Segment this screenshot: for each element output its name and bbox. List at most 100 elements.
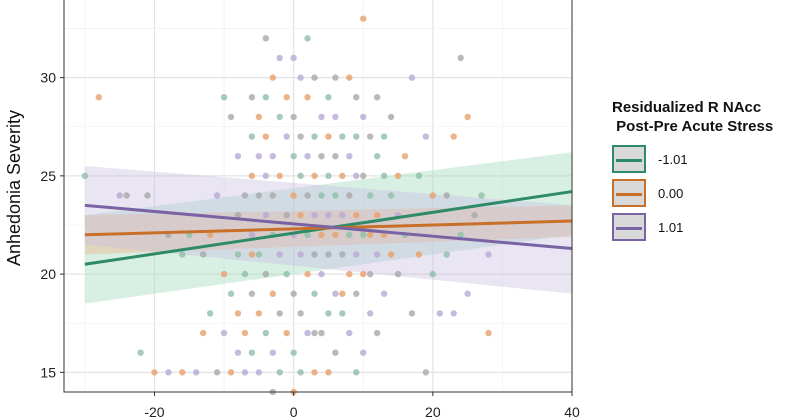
data-point	[95, 94, 102, 101]
data-point	[387, 113, 395, 121]
data-point	[457, 54, 464, 62]
data-point	[360, 270, 367, 278]
data-point	[283, 270, 290, 278]
data-point	[255, 113, 263, 121]
data-point	[485, 251, 492, 258]
y-tick-label: 15	[40, 364, 56, 380]
data-point	[339, 172, 346, 180]
data-point	[283, 133, 290, 140]
data-point	[339, 133, 346, 140]
data-point	[304, 35, 311, 42]
data-point	[248, 231, 256, 238]
data-point	[262, 172, 270, 180]
data-point	[373, 211, 381, 219]
data-point	[304, 94, 311, 101]
data-point	[422, 369, 430, 376]
data-point	[380, 133, 388, 140]
data-point	[283, 211, 290, 219]
data-point	[234, 251, 242, 258]
data-point	[311, 290, 318, 297]
data-point	[387, 251, 395, 258]
y-axis-label: Anhedonia Severity	[4, 110, 24, 266]
data-point	[241, 192, 249, 199]
data-point	[408, 310, 416, 317]
confidence-band-2	[84, 166, 572, 294]
data-point	[165, 369, 172, 376]
data-point	[116, 192, 123, 199]
x-tick-label: 40	[564, 404, 580, 419]
data-point	[290, 349, 297, 356]
data-point	[255, 192, 263, 199]
data-point	[276, 54, 283, 62]
data-point	[290, 290, 297, 297]
data-point	[234, 310, 242, 317]
data-point	[373, 94, 381, 101]
data-point	[144, 192, 151, 199]
data-point	[151, 369, 158, 376]
data-point	[269, 153, 276, 160]
legend-label-pos: 1.01	[658, 219, 684, 235]
data-point	[241, 270, 249, 278]
data-point	[311, 133, 318, 140]
data-point	[318, 270, 325, 278]
data-point	[81, 172, 89, 180]
data-point	[220, 329, 228, 337]
data-point	[394, 172, 402, 180]
data-point	[304, 192, 311, 199]
data-point	[429, 192, 437, 199]
data-point	[325, 211, 332, 219]
data-point	[318, 153, 325, 160]
data-point	[325, 251, 332, 258]
data-point	[339, 310, 346, 317]
data-point	[360, 172, 367, 180]
data-point	[297, 74, 304, 81]
legend-item-neg: -1.01	[612, 142, 773, 176]
data-point	[429, 270, 437, 278]
y-tick-label: 25	[40, 168, 56, 184]
y-tick-label: 30	[40, 70, 56, 86]
data-point	[255, 251, 263, 258]
data-point	[262, 133, 270, 140]
data-point	[353, 172, 360, 180]
data-point	[304, 270, 311, 278]
x-tick-label: -20	[144, 404, 164, 419]
legend-key-pos	[612, 213, 646, 241]
legend-title: Residualized R NAcc Post-Pre Acute Stres…	[612, 99, 774, 135]
axes: 15 20 25 30 -20 0 20 40	[40, 70, 580, 419]
data-point	[297, 133, 304, 140]
data-point	[339, 211, 346, 219]
data-point	[290, 54, 297, 62]
data-point	[137, 349, 144, 356]
data-point	[248, 290, 256, 297]
data-point	[325, 133, 332, 140]
data-point	[353, 94, 360, 101]
data-point	[478, 192, 485, 199]
data-point	[380, 172, 388, 180]
data-point	[346, 329, 353, 337]
data-point	[443, 251, 450, 258]
data-point	[353, 290, 360, 297]
data-point	[366, 192, 374, 199]
data-point	[213, 369, 221, 376]
data-point	[262, 94, 270, 101]
data-point	[283, 329, 290, 337]
data-point	[346, 192, 353, 199]
data-point	[276, 369, 283, 376]
data-point	[262, 329, 270, 337]
data-point	[346, 231, 353, 238]
data-point	[443, 192, 450, 199]
data-point	[248, 349, 256, 356]
legend-key-neg	[612, 145, 646, 173]
data-point	[387, 192, 395, 199]
data-point	[311, 74, 318, 81]
data-point	[422, 133, 430, 140]
data-point	[220, 94, 228, 101]
x-tick-label: 0	[290, 404, 298, 419]
data-point	[332, 231, 339, 238]
data-point	[234, 211, 242, 219]
data-point	[255, 310, 263, 317]
data-point	[304, 153, 311, 160]
data-point	[290, 153, 297, 160]
data-point	[401, 153, 409, 160]
